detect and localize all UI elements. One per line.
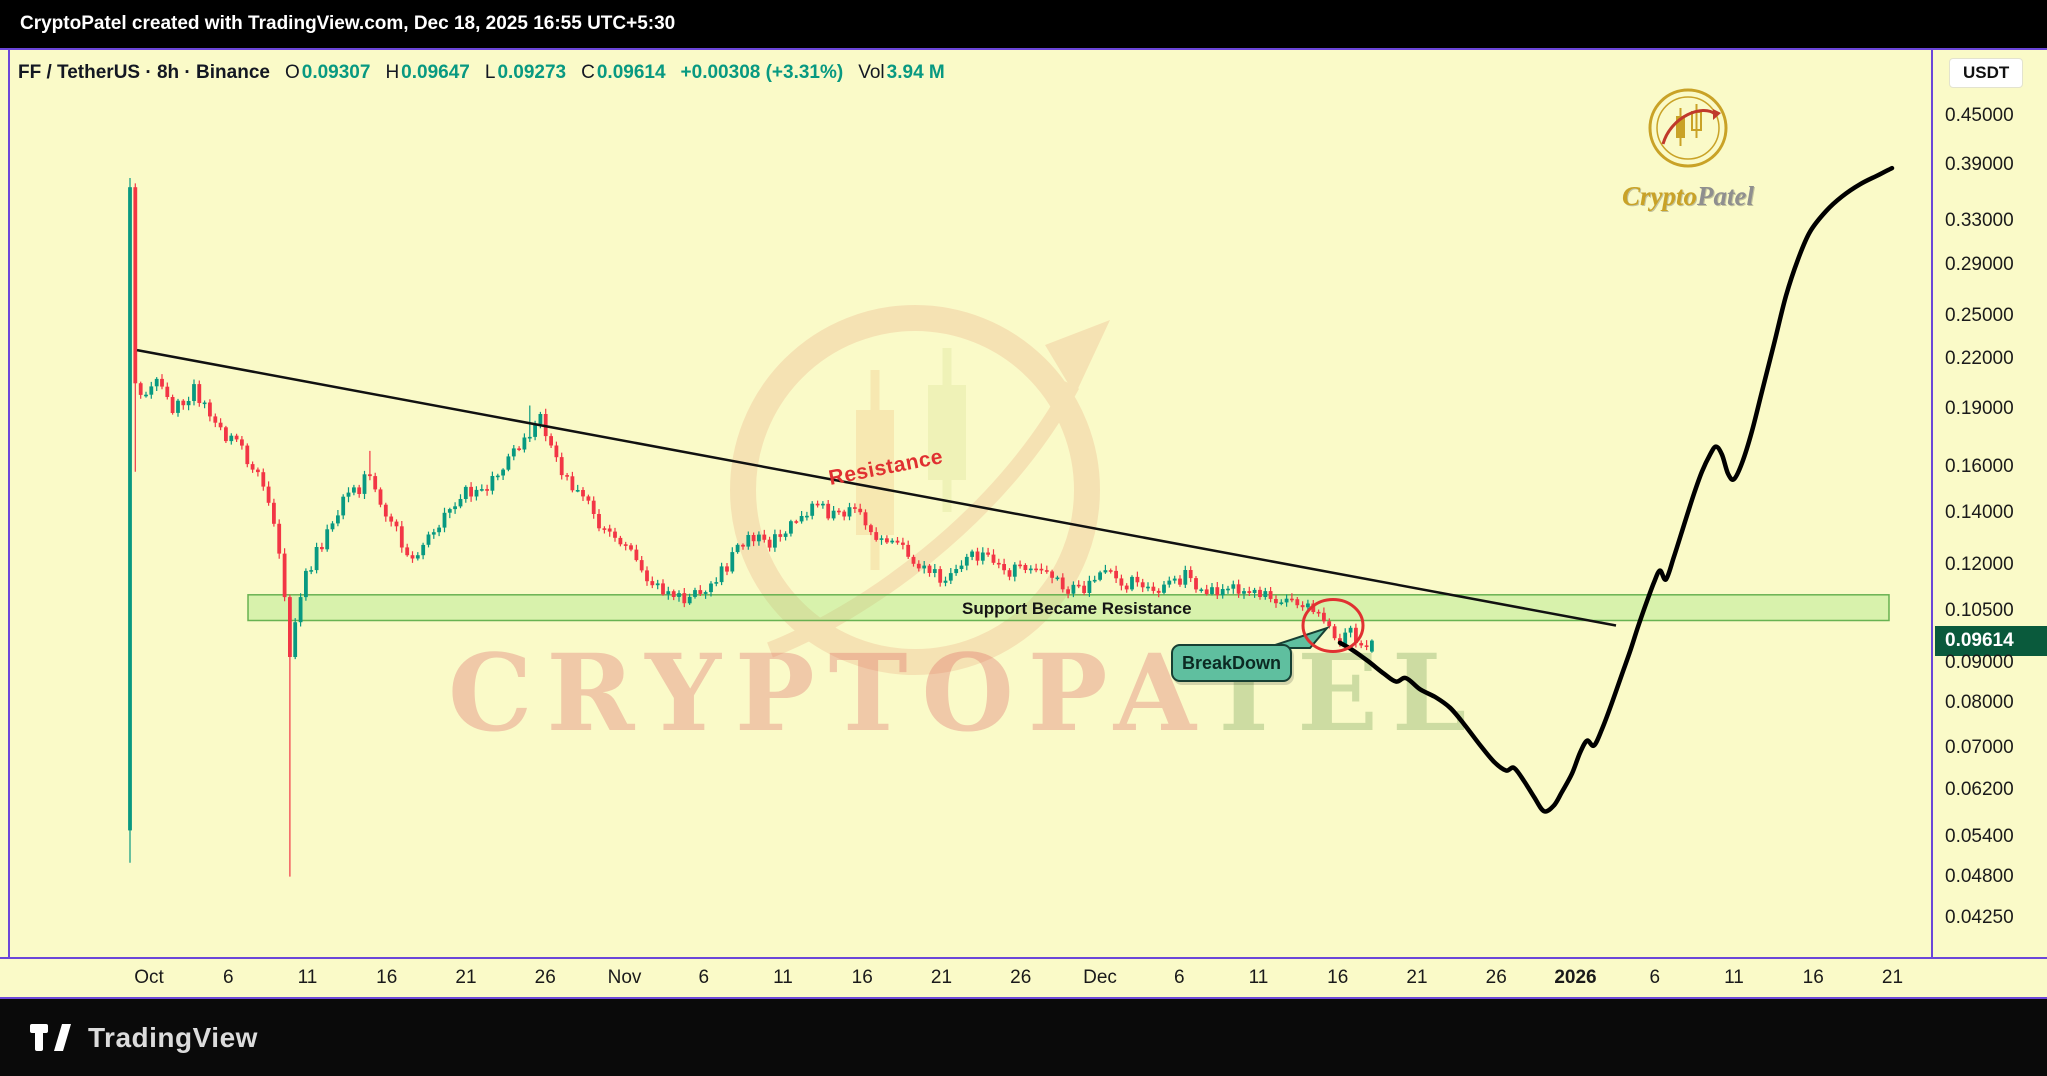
time-tick: Nov	[607, 967, 642, 988]
chart-area[interactable]: CRYPTOPATEL FF / TetherUS · 8h · Binance…	[0, 50, 2047, 957]
time-axis[interactable]: Oct 6 11 16 21 26 Nov 6 11 16 21 26 Dec 6 11 16 21 26 2026…	[0, 957, 2047, 999]
ohlc-high: H 0.09647	[385, 62, 470, 83]
price-tick: 0.19000	[1945, 398, 2014, 420]
tradingview-wordmark[interactable]: TradingView	[88, 1021, 258, 1053]
ohlc-close: C 0.09614	[581, 62, 666, 83]
price-tick: 0.08000	[1945, 692, 2014, 714]
support-band[interactable]	[247, 594, 1890, 622]
price-tick: 0.04800	[1945, 865, 2014, 887]
time-tick: 26	[1485, 967, 1507, 988]
price-tick: 0.10500	[1945, 599, 2014, 621]
time-tick: 11	[773, 967, 793, 988]
cryptopatel-emblem-icon	[1648, 88, 1728, 168]
time-tick: Dec	[1083, 967, 1117, 988]
time-tick: 6	[698, 967, 710, 988]
time-tick: 16	[376, 967, 398, 988]
time-tick: 6	[1649, 967, 1661, 988]
time-tick: 26	[1010, 967, 1032, 988]
time-tick: 21	[1881, 967, 1904, 988]
left-border-line	[8, 50, 10, 957]
cryptopatel-wordmark: CryptoPatel	[1622, 181, 1754, 211]
currency-toggle-button[interactable]: USDT	[1949, 58, 2024, 88]
time-tick: 21	[1406, 967, 1428, 988]
time-tick: 11	[297, 967, 318, 988]
time-tick: 2026	[1554, 967, 1597, 988]
watermark-emblem	[730, 305, 1110, 675]
time-tick: 16	[1802, 967, 1824, 988]
price-tick: 0.07000	[1945, 737, 2014, 759]
time-tick: 21	[455, 967, 477, 988]
price-tick: 0.45000	[1945, 105, 2014, 126]
time-tick: 6	[222, 967, 234, 988]
price-tick: 0.09000	[1945, 651, 2014, 673]
price-axis[interactable]: USDT 0.09614 0.45000 0.39000 0.33000 0.2900…	[1931, 50, 2047, 957]
price-tick: 0.12000	[1945, 554, 2014, 576]
tradingview-attribution[interactable]: TradingView	[0, 999, 2047, 1076]
price-tick: 0.29000	[1945, 254, 2014, 276]
breakdown-callout[interactable]: BreakDown	[1171, 644, 1292, 682]
chart-canvas[interactable]	[0, 50, 1931, 957]
time-tick: Oct	[134, 967, 164, 988]
price-tick: 0.25000	[1945, 304, 2014, 326]
ohlc-open: O 0.09307	[284, 62, 371, 83]
price-tick: 0.14000	[1945, 501, 2014, 523]
tradingview-logo-icon	[30, 1023, 71, 1051]
support-band-label[interactable]: Support Became Resistance	[962, 599, 1192, 618]
resistance-trendline[interactable]	[136, 348, 1617, 627]
last-price-badge: 0.09614	[1935, 625, 2047, 656]
watermark-text-red: CRYPTOPA	[448, 630, 1205, 755]
attribution-bar: CryptoPatel created with TradingView.com…	[0, 0, 2047, 50]
symbol-title[interactable]: FF / TetherUS · 8h · Binance	[18, 62, 270, 83]
price-tick: 0.16000	[1945, 456, 2014, 478]
price-tick: 0.05400	[1945, 825, 2014, 847]
time-tick: 21	[930, 967, 953, 988]
time-tick: 16	[851, 967, 873, 988]
projection-line[interactable]	[1337, 165, 1895, 814]
time-tick: 16	[1327, 967, 1349, 988]
change-value: +0.00308 (+3.31%)	[680, 62, 844, 83]
time-tick: 26	[534, 967, 556, 988]
price-tick: 0.39000	[1945, 153, 2014, 175]
time-tick: 11	[1724, 967, 1744, 988]
price-tick: 0.06200	[1945, 778, 2014, 800]
attribution-text: CryptoPatel created with TradingView.com…	[20, 13, 676, 34]
price-tick: 0.04250	[1945, 907, 2014, 928]
time-tick: 6	[1173, 967, 1185, 988]
time-tick: 11	[1248, 967, 1269, 988]
price-tick: 0.22000	[1945, 348, 2014, 370]
volume: Vol 3.94 M	[858, 62, 945, 83]
cryptopatel-logo: CryptoPatel	[1588, 86, 1788, 212]
price-tick: 0.33000	[1945, 210, 2014, 232]
ohlc-low: L 0.09273	[484, 62, 567, 83]
